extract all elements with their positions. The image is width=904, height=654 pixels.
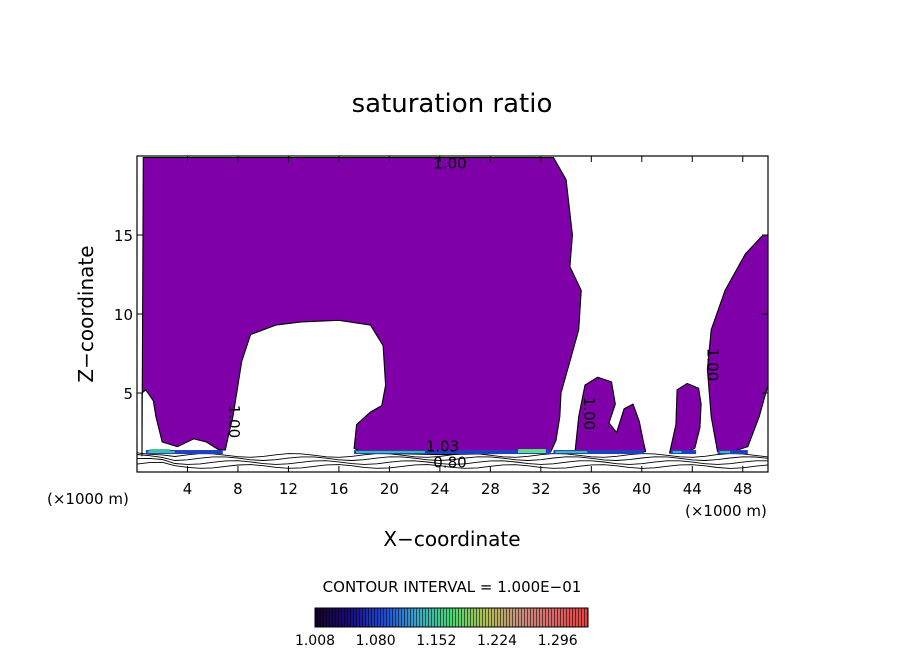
x-tick-label-4: 20	[380, 480, 399, 498]
surface-contour-0	[137, 461, 768, 469]
supersat-band-4	[717, 450, 748, 455]
colorbar	[314, 607, 589, 628]
x-tick-label-3: 16	[329, 480, 348, 498]
contour-label-3: 1.00	[703, 348, 721, 381]
colorbar-tick-label-1: 1.080	[356, 633, 396, 649]
x-tick-label-1: 8	[233, 480, 243, 498]
supersat-max	[518, 449, 546, 454]
contour-label-4: 0.80	[433, 453, 466, 471]
supersat-band-1	[354, 450, 551, 455]
chart-title: saturation ratio	[352, 89, 553, 119]
plot-area	[137, 157, 768, 469]
y-tick-label-1: 10	[114, 306, 133, 324]
x-tick-label-7: 32	[531, 480, 550, 498]
x-tick-label-5: 24	[430, 480, 449, 498]
region-main-cloud	[141, 157, 582, 457]
x-axis-label: X−coordinate	[383, 527, 520, 551]
colorbar-frame	[314, 607, 589, 628]
supersat-band-core-3	[672, 451, 682, 454]
x-unit-left: (×1000 m)	[47, 490, 129, 508]
x-unit-right: (×1000 m)	[685, 502, 767, 520]
x-tick-label-6: 28	[481, 480, 500, 498]
x-tick-label-2: 12	[279, 480, 298, 498]
colorbar-stripes	[315, 608, 588, 627]
contour-interval-label: CONTOUR INTERVAL = 1.000E−01	[323, 578, 582, 596]
region-right-cell	[706, 234, 768, 453]
supersat-band-core-4	[719, 451, 731, 454]
x-tick-label-8: 36	[582, 480, 601, 498]
y-tick-label-0: 5	[123, 385, 133, 403]
contour-label-1: 1.00	[225, 405, 243, 438]
colorbar-tick-label-3: 1.224	[477, 633, 517, 649]
x-tick-label-9: 40	[632, 480, 651, 498]
contour-label-5: 1.03	[426, 437, 459, 455]
supersat-band-core-2	[555, 451, 588, 454]
x-tick-label-11: 48	[733, 480, 752, 498]
supersat-band-0	[145, 450, 223, 455]
supersat-left	[149, 449, 170, 454]
y-axis-label: Z−coordinate	[74, 245, 98, 382]
contour-label-2: 1.00	[580, 397, 598, 430]
x-tick-label-10: 44	[683, 480, 702, 498]
region-small-cell-2	[668, 382, 702, 454]
colorbar-tick-label-0: 1.008	[295, 633, 335, 649]
surface-contour-1	[137, 457, 768, 465]
supersat-band-core-1	[356, 451, 425, 454]
y-tick-label-2: 15	[114, 227, 133, 245]
contour-label-0: 1.00	[433, 155, 466, 173]
colorbar-tick-label-4: 1.296	[538, 633, 578, 649]
supersat-band-2	[553, 450, 645, 455]
surface-contour-3	[137, 452, 768, 458]
supersat-band-3	[670, 450, 697, 455]
colorbar-tick-label-2: 1.152	[416, 633, 456, 649]
surface-contour-2	[137, 454, 768, 461]
x-tick-label-0: 4	[183, 480, 193, 498]
